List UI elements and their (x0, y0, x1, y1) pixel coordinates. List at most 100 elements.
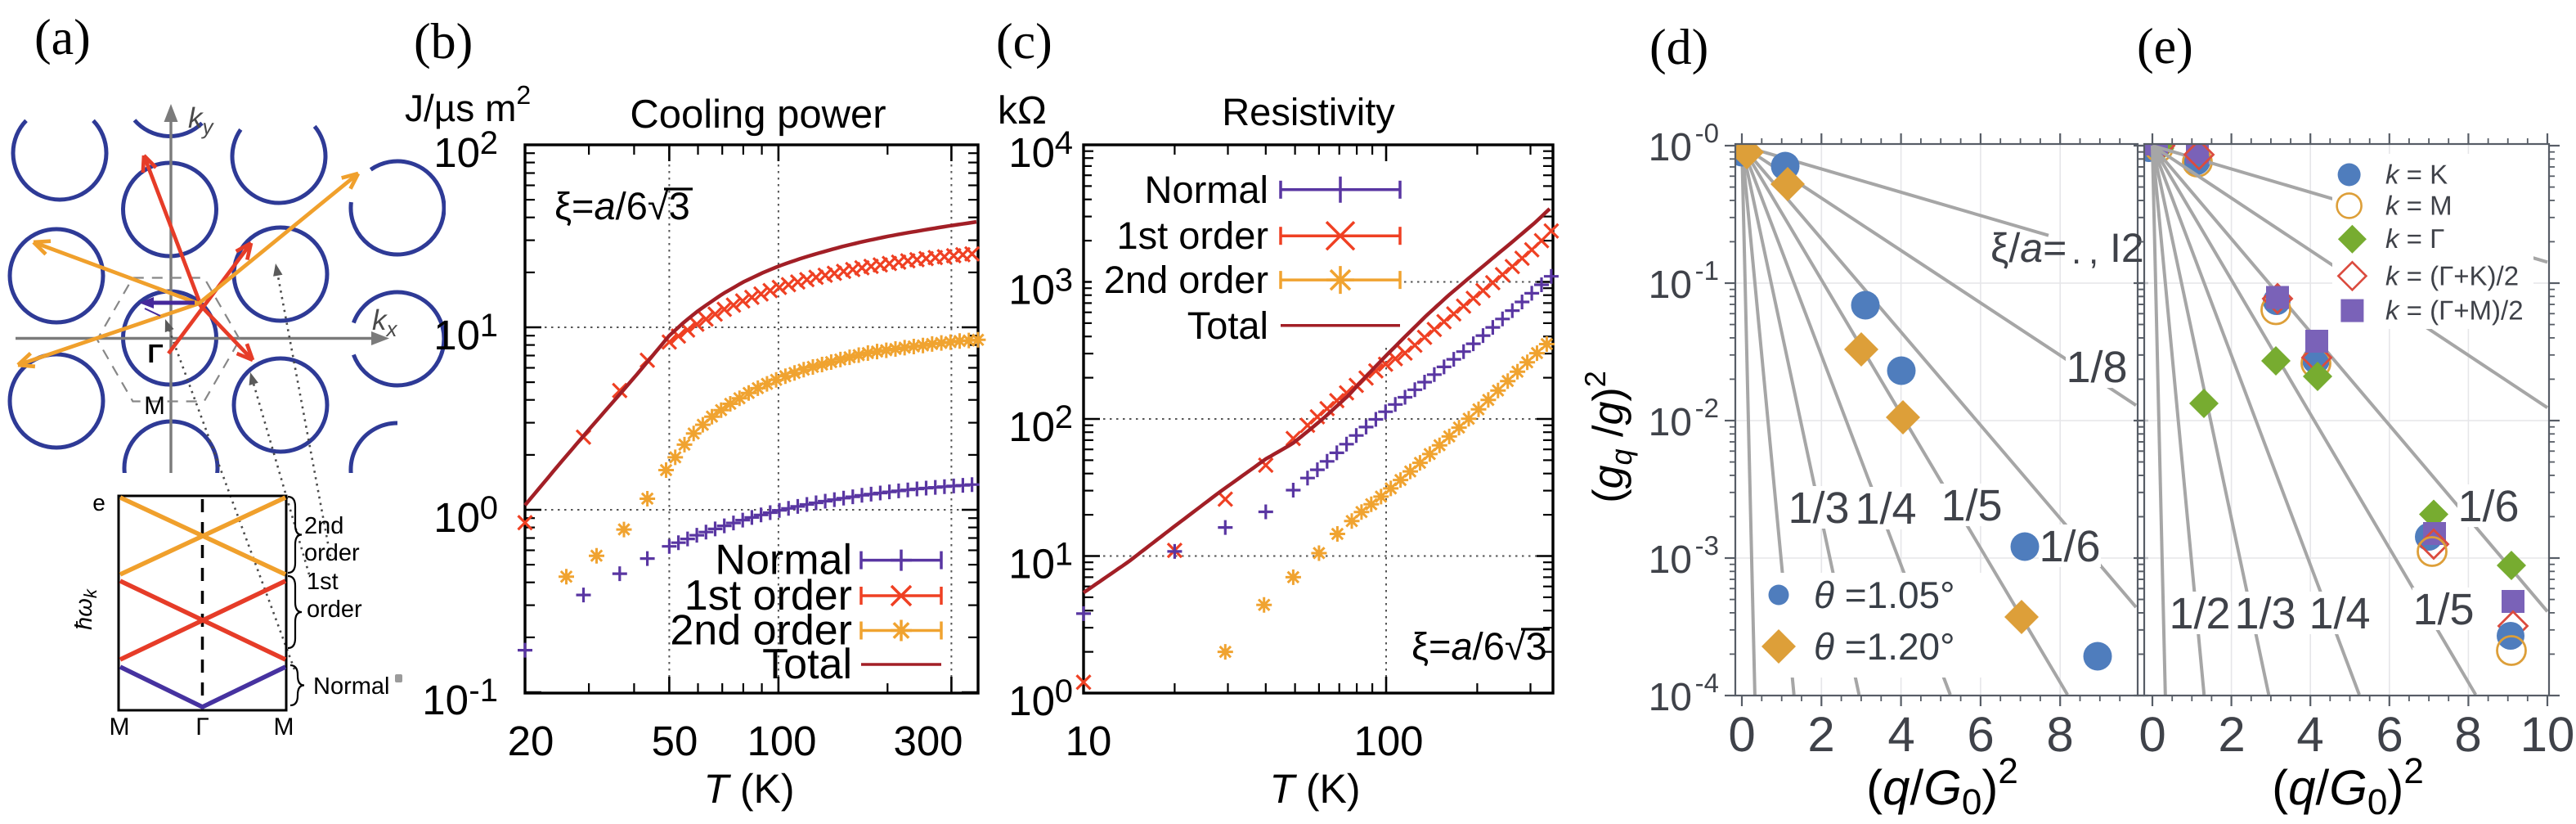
svg-text:1/8: 1/8 (2066, 343, 2127, 392)
svg-text:k = K: k = K (2385, 160, 2448, 190)
svg-text:k = (Γ+K)/2: k = (Γ+K)/2 (2385, 260, 2519, 290)
svg-text:order: order (304, 540, 360, 566)
svg-text:Γ: Γ (195, 714, 209, 741)
svg-text:10: 10 (1008, 403, 1055, 450)
svg-text:θ =1.05°: θ =1.05° (1814, 574, 1955, 616)
svg-text:4: 4 (1055, 125, 1073, 161)
svg-text:k = Γ: k = Γ (2385, 223, 2444, 254)
svg-text:3: 3 (1055, 263, 1073, 299)
svg-text:1/4: 1/4 (1855, 484, 1916, 534)
svg-text:M: M (110, 714, 130, 741)
svg-text:100: 100 (1353, 718, 1423, 764)
svg-text:10: 10 (433, 312, 480, 358)
svg-text:10: 10 (1008, 541, 1055, 588)
svg-text:Cooling power: Cooling power (630, 92, 886, 137)
svg-text:1/5: 1/5 (2412, 585, 2474, 634)
svg-text:θ =1.20°: θ =1.20° (1814, 625, 1955, 668)
svg-text:2: 2 (2218, 707, 2245, 762)
svg-text:(c): (c) (996, 14, 1052, 70)
svg-text:1/4: 1/4 (2309, 589, 2370, 638)
svg-text:-3: -3 (1695, 530, 1719, 561)
svg-text:2: 2 (480, 125, 498, 161)
svg-text:10: 10 (1066, 718, 1112, 764)
svg-text:1/3: 1/3 (1788, 484, 1849, 533)
svg-text:2nd order: 2nd order (670, 607, 852, 655)
svg-text:ξ/a=: ξ/a= (1990, 225, 2067, 271)
svg-text:2nd: 2nd (304, 513, 343, 539)
svg-text:100: 100 (747, 718, 816, 764)
svg-text:ξ=a/6√3: ξ=a/6√3 (554, 184, 690, 227)
svg-text:e: e (92, 490, 105, 516)
svg-text:0: 0 (1055, 673, 1073, 709)
svg-text:T (K): T (K) (1269, 766, 1360, 812)
svg-text:-1: -1 (1695, 255, 1719, 286)
svg-text:1/6: 1/6 (2457, 482, 2519, 531)
svg-text:10: 10 (1649, 263, 1692, 307)
svg-text:0: 0 (480, 490, 498, 526)
svg-text:(q/G0)2: (q/G0)2 (2272, 751, 2424, 822)
svg-text:10: 10 (422, 677, 469, 723)
svg-text:1/6: 1/6 (2039, 522, 2100, 571)
svg-text:-4: -4 (1695, 668, 1719, 698)
svg-text:kΩ: kΩ (998, 89, 1047, 133)
svg-text:1/2: 1/2 (2169, 589, 2230, 638)
svg-text:(d): (d) (1649, 20, 1708, 75)
svg-text:-0: -0 (1695, 118, 1719, 148)
svg-text:10: 10 (433, 129, 480, 176)
svg-text:J/µs m2: J/µs m2 (405, 80, 531, 129)
svg-text:10: 10 (433, 494, 480, 541)
svg-text:8: 8 (2454, 707, 2481, 762)
svg-text:I2: I2 (2110, 225, 2144, 271)
svg-text:50: 50 (652, 718, 698, 764)
svg-text:10: 10 (1008, 267, 1055, 313)
svg-text:6: 6 (1967, 707, 1994, 762)
svg-text:-2: -2 (1695, 393, 1719, 423)
svg-text:10: 10 (1649, 676, 1692, 719)
svg-text:Normal: Normal (313, 673, 389, 700)
svg-text:10: 10 (1649, 538, 1692, 582)
svg-text:10: 10 (1008, 129, 1055, 176)
svg-text:ħωk: ħωk (71, 588, 101, 630)
svg-text:Total: Total (762, 641, 852, 688)
svg-text:10: 10 (2520, 707, 2575, 762)
svg-text:1/3: 1/3 (2234, 589, 2296, 638)
svg-text:M: M (274, 714, 294, 741)
svg-text:(a): (a) (34, 10, 91, 65)
svg-text:2: 2 (1807, 707, 1834, 762)
svg-text:4: 4 (1887, 707, 1914, 762)
svg-text:1st order: 1st order (684, 572, 852, 619)
svg-text:(gq /g)2: (gq /g)2 (1578, 371, 1638, 502)
svg-text:10: 10 (1649, 126, 1692, 169)
svg-text:0: 0 (1728, 707, 1755, 762)
svg-text:0: 0 (2138, 707, 2165, 762)
svg-text:10: 10 (1008, 678, 1055, 724)
svg-text:M: M (144, 391, 165, 420)
svg-text:Resistivity: Resistivity (1222, 90, 1395, 133)
svg-text:8: 8 (2046, 707, 2073, 762)
svg-text:(b): (b) (414, 14, 473, 70)
svg-text:k = M: k = M (2385, 190, 2453, 220)
svg-text:. ,: . , (2071, 232, 2098, 272)
svg-text:20: 20 (508, 718, 554, 764)
svg-text:(q/G0)2: (q/G0)2 (1866, 751, 2018, 822)
svg-text:k = (Γ+M)/2: k = (Γ+M)/2 (2385, 295, 2524, 326)
svg-text:Normal: Normal (715, 537, 852, 584)
svg-text:6: 6 (2376, 707, 2403, 762)
svg-text:1: 1 (1055, 537, 1073, 573)
svg-text:1: 1 (480, 308, 498, 344)
svg-text:Γ: Γ (147, 339, 163, 368)
svg-text:(e): (e) (2137, 19, 2193, 74)
svg-text:300: 300 (893, 718, 963, 764)
svg-text:2: 2 (1055, 399, 1073, 435)
svg-text:Normal: Normal (1145, 168, 1268, 211)
svg-text:2nd order: 2nd order (1104, 258, 1268, 301)
svg-text:ξ=a/6√3: ξ=a/6√3 (1411, 624, 1547, 668)
svg-text:1st order: 1st order (1117, 214, 1268, 257)
svg-text:4: 4 (2296, 707, 2323, 762)
svg-text:-1: -1 (469, 673, 498, 709)
svg-text:Total: Total (1187, 304, 1268, 347)
svg-text:order: order (307, 597, 362, 623)
svg-text:1/5: 1/5 (1941, 481, 2002, 530)
svg-text:T (K): T (K) (703, 766, 794, 812)
svg-text:1st: 1st (307, 569, 339, 595)
